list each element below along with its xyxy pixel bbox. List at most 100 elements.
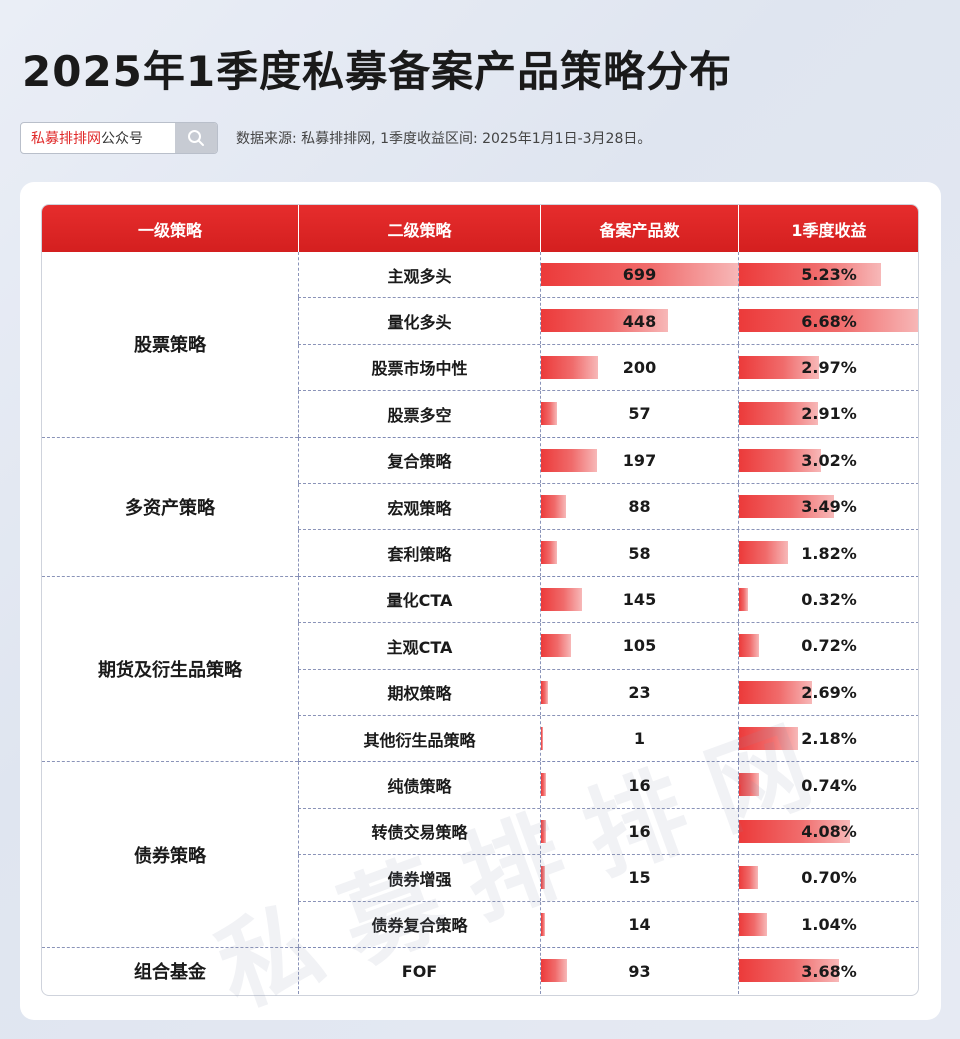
substrategy-cell: 宏观策略: [298, 484, 540, 530]
header-count: 备案产品数: [540, 205, 738, 252]
return-bar: [739, 355, 820, 379]
count-bar: [541, 495, 566, 518]
group-label: 股票策略: [42, 252, 298, 438]
count-cell: 105: [540, 623, 738, 669]
return-bar: [739, 263, 881, 286]
table-row: 转债交易策略 16 4.08%: [298, 808, 918, 856]
return-bar: [739, 541, 789, 565]
count-cell: 14: [540, 901, 738, 947]
table-row: 量化多头 448 6.68%: [298, 298, 918, 345]
substrategy-cell: FOF: [298, 948, 540, 995]
header-level1: 一级策略: [137, 220, 202, 240]
substrategy-cell: 纯债策略: [298, 762, 540, 808]
table-row: 期权策略 23 2.69%: [298, 669, 918, 716]
search-text[interactable]: 私募排排网 公众号: [21, 123, 175, 153]
header-return: 1季度收益: [738, 205, 918, 252]
count-cell: 58: [540, 530, 738, 576]
return-bar: [739, 680, 812, 704]
count-bar: [541, 263, 739, 286]
count-value: 448: [622, 311, 657, 331]
count-value: 57: [628, 404, 651, 424]
count-bar: [541, 959, 568, 982]
return-cell: 6.68%: [738, 298, 918, 344]
substrategy-cell: 主观CTA: [298, 623, 540, 669]
return-cell: 1.04%: [738, 901, 918, 947]
return-value: 2.91%: [801, 404, 857, 424]
count-value: 200: [622, 357, 657, 377]
count-bar: [541, 866, 546, 890]
return-value: 0.70%: [801, 868, 857, 888]
return-value: 1.82%: [801, 543, 857, 563]
count-bar: [541, 912, 545, 936]
header-level2: 二级策略: [298, 205, 540, 252]
table-row: 债券增强 15 0.70%: [298, 855, 918, 902]
return-cell: 0.32%: [738, 576, 918, 623]
count-value: 15: [628, 868, 651, 888]
count-bar: [541, 448, 597, 472]
group-label: 多资产策略: [42, 438, 298, 577]
count-bar: [541, 819, 546, 843]
table-row: 宏观策略 88 3.49%: [298, 484, 918, 531]
return-cell: 0.70%: [738, 855, 918, 901]
count-cell: 16: [540, 808, 738, 855]
substrategy-cell: 股票市场中性: [298, 344, 540, 391]
return-value: 0.72%: [801, 636, 857, 656]
return-cell: 0.74%: [738, 762, 918, 808]
return-cell: 1.82%: [738, 530, 918, 576]
return-value: 3.49%: [801, 497, 857, 517]
return-value: 3.02%: [801, 450, 857, 470]
return-value: 0.74%: [801, 775, 857, 795]
search-icon: [188, 130, 204, 146]
count-bar: [541, 727, 543, 750]
substrategy-cell: 债券增强: [298, 855, 540, 901]
return-cell: 2.69%: [738, 669, 918, 715]
return-cell: 3.49%: [738, 484, 918, 530]
return-value: 2.18%: [801, 729, 857, 749]
return-bar: [739, 448, 821, 472]
return-cell: 3.02%: [738, 437, 918, 483]
table-card: 一级策略 二级策略 备案产品数 1季度收益 股票策略 主观多头 699 5.23% 量化…: [20, 182, 941, 1029]
return-bar: [739, 959, 839, 982]
strategy-table: 一级策略 二级策略 备案产品数 1季度收益 股票策略 主观多头 699 5.23% 量化…: [41, 204, 919, 996]
search-button[interactable]: [175, 123, 217, 153]
substrategy-cell: 量化多头: [298, 298, 540, 344]
return-value: 5.23%: [801, 265, 857, 285]
return-bar: [739, 587, 748, 611]
count-cell: 145: [540, 576, 738, 623]
table-row: 复合策略 197 3.02%: [298, 437, 918, 484]
count-value: 16: [628, 775, 651, 795]
substrategy-cell: 其他衍生品策略: [298, 716, 540, 762]
source-note: 数据来源: 私募排排网, 1季度收益区间: 2025年1月1日-3月28日。: [236, 131, 652, 147]
count-value: 58: [628, 543, 651, 563]
count-cell: 23: [540, 669, 738, 715]
count-cell: 93: [540, 948, 738, 995]
table-row: 其他衍生品策略 1 2.18%: [298, 716, 918, 763]
return-cell: 3.68%: [738, 948, 918, 995]
substrategy-cell: 量化CTA: [298, 576, 540, 623]
return-bar: [739, 866, 758, 890]
return-value: 2.69%: [801, 682, 857, 702]
count-cell: 88: [540, 484, 738, 530]
return-cell: 2.18%: [738, 716, 918, 762]
table-row: 股票市场中性 200 2.97%: [298, 344, 918, 392]
return-value: 1.04%: [801, 914, 857, 934]
count-value: 145: [622, 589, 657, 609]
count-value: 88: [628, 497, 651, 517]
count-cell: 448: [540, 298, 738, 344]
table-header: 一级策略 二级策略 备案产品数 1季度收益: [42, 205, 918, 252]
return-value: 6.68%: [801, 311, 857, 331]
table-row: 债券复合策略 14 1.04%: [298, 901, 918, 948]
count-bar: [541, 309, 668, 333]
search-box[interactable]: 私募排排网 公众号: [20, 122, 218, 154]
return-cell: 2.91%: [738, 391, 918, 437]
return-value: 2.97%: [801, 357, 857, 377]
return-value: 3.68%: [801, 961, 857, 981]
group-label: 期货及衍生品策略: [42, 577, 298, 763]
count-cell: 200: [540, 344, 738, 391]
count-value: 197: [622, 450, 657, 470]
table-row: 套利策略 58 1.82%: [298, 530, 918, 577]
substrategy-cell: 期权策略: [298, 669, 540, 715]
table-row: 纯债策略 16 0.74%: [298, 762, 918, 809]
group-label: 组合基金: [134, 962, 206, 984]
return-cell: 0.72%: [738, 623, 918, 669]
